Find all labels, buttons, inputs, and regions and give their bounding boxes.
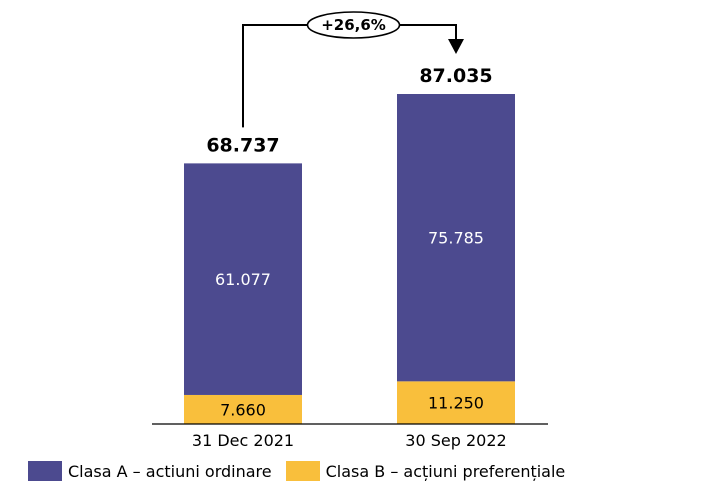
legend: Clasa A – actiuni ordinare Clasa B – acț… <box>28 461 579 481</box>
bars-group <box>184 94 515 424</box>
segment-label-clasa-a-0: 61.077 <box>215 270 271 289</box>
bar-segment-clasa-a-0 <box>184 163 302 395</box>
total-label-1: 87.035 <box>419 65 492 87</box>
growth-connector: +26,6% <box>242 11 464 128</box>
total-label-0: 68.737 <box>206 134 279 156</box>
growth-badge <box>306 11 401 39</box>
bar-segment-clasa-b-0 <box>184 394 302 424</box>
legend-swatch-clasa-a <box>28 461 62 481</box>
segment-label-clasa-b-0: 7.660 <box>220 400 266 419</box>
growth-arrowhead <box>448 39 464 54</box>
legend-item-clasa-b: Clasa B – acțiuni preferențiale <box>285 461 566 481</box>
category-label-0: 31 Dec 2021 <box>192 431 294 450</box>
legend-label-clasa-b: Clasa B – acțiuni preferențiale <box>325 461 566 481</box>
legend-item-clasa-a: Clasa A – actiuni ordinare <box>28 461 272 481</box>
labels-group: 7.660 61.077 68.737 31 Dec 2021 11.250 75.785… <box>192 65 507 450</box>
category-label-1: 30 Sep 2022 <box>405 431 506 450</box>
growth-label: +26,6% <box>321 16 386 34</box>
segment-label-clasa-a-1: 75.785 <box>428 229 484 248</box>
bar-segment-clasa-a-1 <box>397 94 515 382</box>
legend-label-clasa-a: Clasa A – actiuni ordinare <box>68 461 272 481</box>
legend-swatch-clasa-b <box>285 461 320 481</box>
segment-label-clasa-b-1: 11.250 <box>428 394 484 413</box>
bar-segment-clasa-b-1 <box>397 381 515 424</box>
